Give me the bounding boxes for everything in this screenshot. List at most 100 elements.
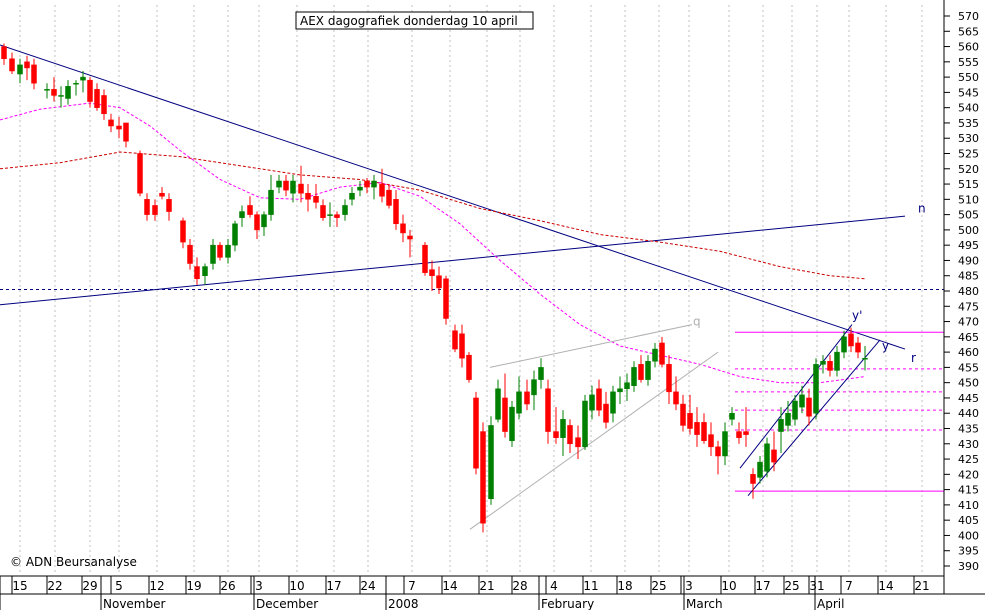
candle-down bbox=[31, 64, 37, 84]
x-tick-label: 7 bbox=[408, 579, 416, 593]
candle-up bbox=[327, 214, 333, 216]
month-label: December bbox=[256, 597, 318, 610]
y-tick-label: 495 bbox=[958, 239, 979, 252]
candle-down bbox=[108, 119, 114, 127]
candle-up bbox=[778, 419, 784, 432]
candle-down bbox=[736, 431, 742, 438]
candle-up bbox=[589, 394, 595, 411]
candle-down bbox=[473, 397, 479, 469]
x-tick-label: 14 bbox=[442, 579, 457, 593]
candle-down bbox=[298, 183, 304, 194]
x-tick-label: 26 bbox=[220, 579, 235, 593]
candle-up bbox=[862, 357, 868, 360]
y-tick-label: 415 bbox=[958, 484, 979, 497]
candle-down bbox=[247, 205, 253, 215]
month-label: 2008 bbox=[388, 597, 419, 610]
candle-up bbox=[624, 382, 630, 390]
candle-down bbox=[334, 214, 340, 218]
candle-down bbox=[502, 397, 508, 432]
candle-down bbox=[422, 244, 428, 273]
candle-up bbox=[371, 180, 377, 188]
moving-average-long bbox=[0, 151, 866, 280]
candle-up bbox=[560, 419, 566, 438]
candle-down bbox=[603, 403, 609, 423]
candle-down bbox=[313, 196, 319, 203]
candle-down bbox=[1, 46, 7, 60]
candle-down bbox=[708, 434, 714, 448]
candle-down bbox=[94, 89, 100, 108]
candle-down bbox=[152, 205, 158, 215]
x-tick-label: 31 bbox=[809, 579, 824, 593]
candle-down bbox=[680, 403, 686, 426]
candle-down bbox=[254, 214, 260, 231]
candle-down bbox=[715, 446, 721, 457]
y-tick-label: 435 bbox=[958, 423, 979, 436]
y-tick-label: 565 bbox=[958, 25, 979, 38]
candle-up bbox=[58, 95, 64, 97]
y-tick-label: 405 bbox=[958, 514, 979, 527]
candle-down bbox=[545, 388, 551, 432]
x-tick-label: 17 bbox=[755, 579, 770, 593]
candle-down bbox=[666, 364, 672, 393]
y-tick-label: 500 bbox=[958, 224, 979, 237]
candle-down bbox=[827, 361, 833, 371]
candle-up bbox=[785, 412, 791, 426]
candle-up bbox=[73, 82, 79, 85]
candle-up bbox=[342, 205, 348, 215]
x-tick-label: 12 bbox=[149, 579, 164, 593]
candle-down bbox=[364, 180, 370, 188]
month-label: April bbox=[817, 597, 844, 610]
candle-up bbox=[834, 351, 840, 371]
y-tick-label: 400 bbox=[958, 529, 979, 542]
moving-average-short bbox=[0, 102, 866, 384]
candle-down bbox=[116, 125, 122, 130]
candle-down bbox=[393, 199, 399, 225]
candle-down bbox=[429, 269, 435, 276]
candle-down bbox=[166, 199, 172, 212]
month-label: March bbox=[686, 597, 723, 610]
candle-down bbox=[771, 449, 777, 463]
candle-down bbox=[386, 189, 392, 206]
y-tick-label: 445 bbox=[958, 392, 979, 405]
y-tick-label: 470 bbox=[958, 316, 979, 329]
candle-up bbox=[210, 244, 216, 264]
grid bbox=[19, 5, 923, 575]
labels: AEX dagografiek donderdag 10 april © ADN … bbox=[10, 11, 926, 569]
y-tick-label: 425 bbox=[958, 453, 979, 466]
candle-up bbox=[261, 214, 267, 228]
candle-down bbox=[101, 95, 107, 115]
candle-down bbox=[217, 244, 223, 258]
indicator-lines bbox=[0, 44, 944, 530]
candle-up bbox=[80, 76, 86, 81]
candle-down bbox=[687, 412, 693, 429]
candle-down bbox=[305, 192, 311, 200]
candle-down bbox=[436, 275, 442, 289]
candle-down bbox=[673, 391, 679, 405]
candle-down bbox=[524, 391, 530, 405]
candle-down bbox=[187, 244, 193, 264]
candle-down bbox=[283, 180, 289, 191]
y-tick-label: 390 bbox=[958, 560, 979, 573]
candle-up bbox=[820, 361, 826, 365]
x-tick-label: 21 bbox=[479, 579, 494, 593]
trendline-label: n bbox=[918, 202, 926, 216]
y-tick-label: 515 bbox=[958, 178, 979, 191]
y-tick-label: 545 bbox=[958, 86, 979, 99]
chart-title: AEX dagografiek donderdag 10 april bbox=[300, 14, 518, 28]
y-tick-label: 460 bbox=[958, 346, 979, 359]
candle-up bbox=[65, 86, 71, 99]
candle-up bbox=[610, 391, 616, 414]
y-tick-label: 490 bbox=[958, 254, 979, 267]
watermark: © ADN Beursanalyse bbox=[10, 555, 137, 569]
candle-down bbox=[575, 437, 581, 448]
candle-down bbox=[743, 431, 749, 435]
candle-up bbox=[17, 64, 23, 75]
x-tick-label: 19 bbox=[186, 579, 201, 593]
candle-up bbox=[652, 348, 658, 362]
y-tick-label: 570 bbox=[958, 10, 979, 23]
y-tick-label: 560 bbox=[958, 41, 979, 54]
channel-upper-q bbox=[489, 324, 693, 368]
channel-lower-q bbox=[469, 351, 719, 530]
